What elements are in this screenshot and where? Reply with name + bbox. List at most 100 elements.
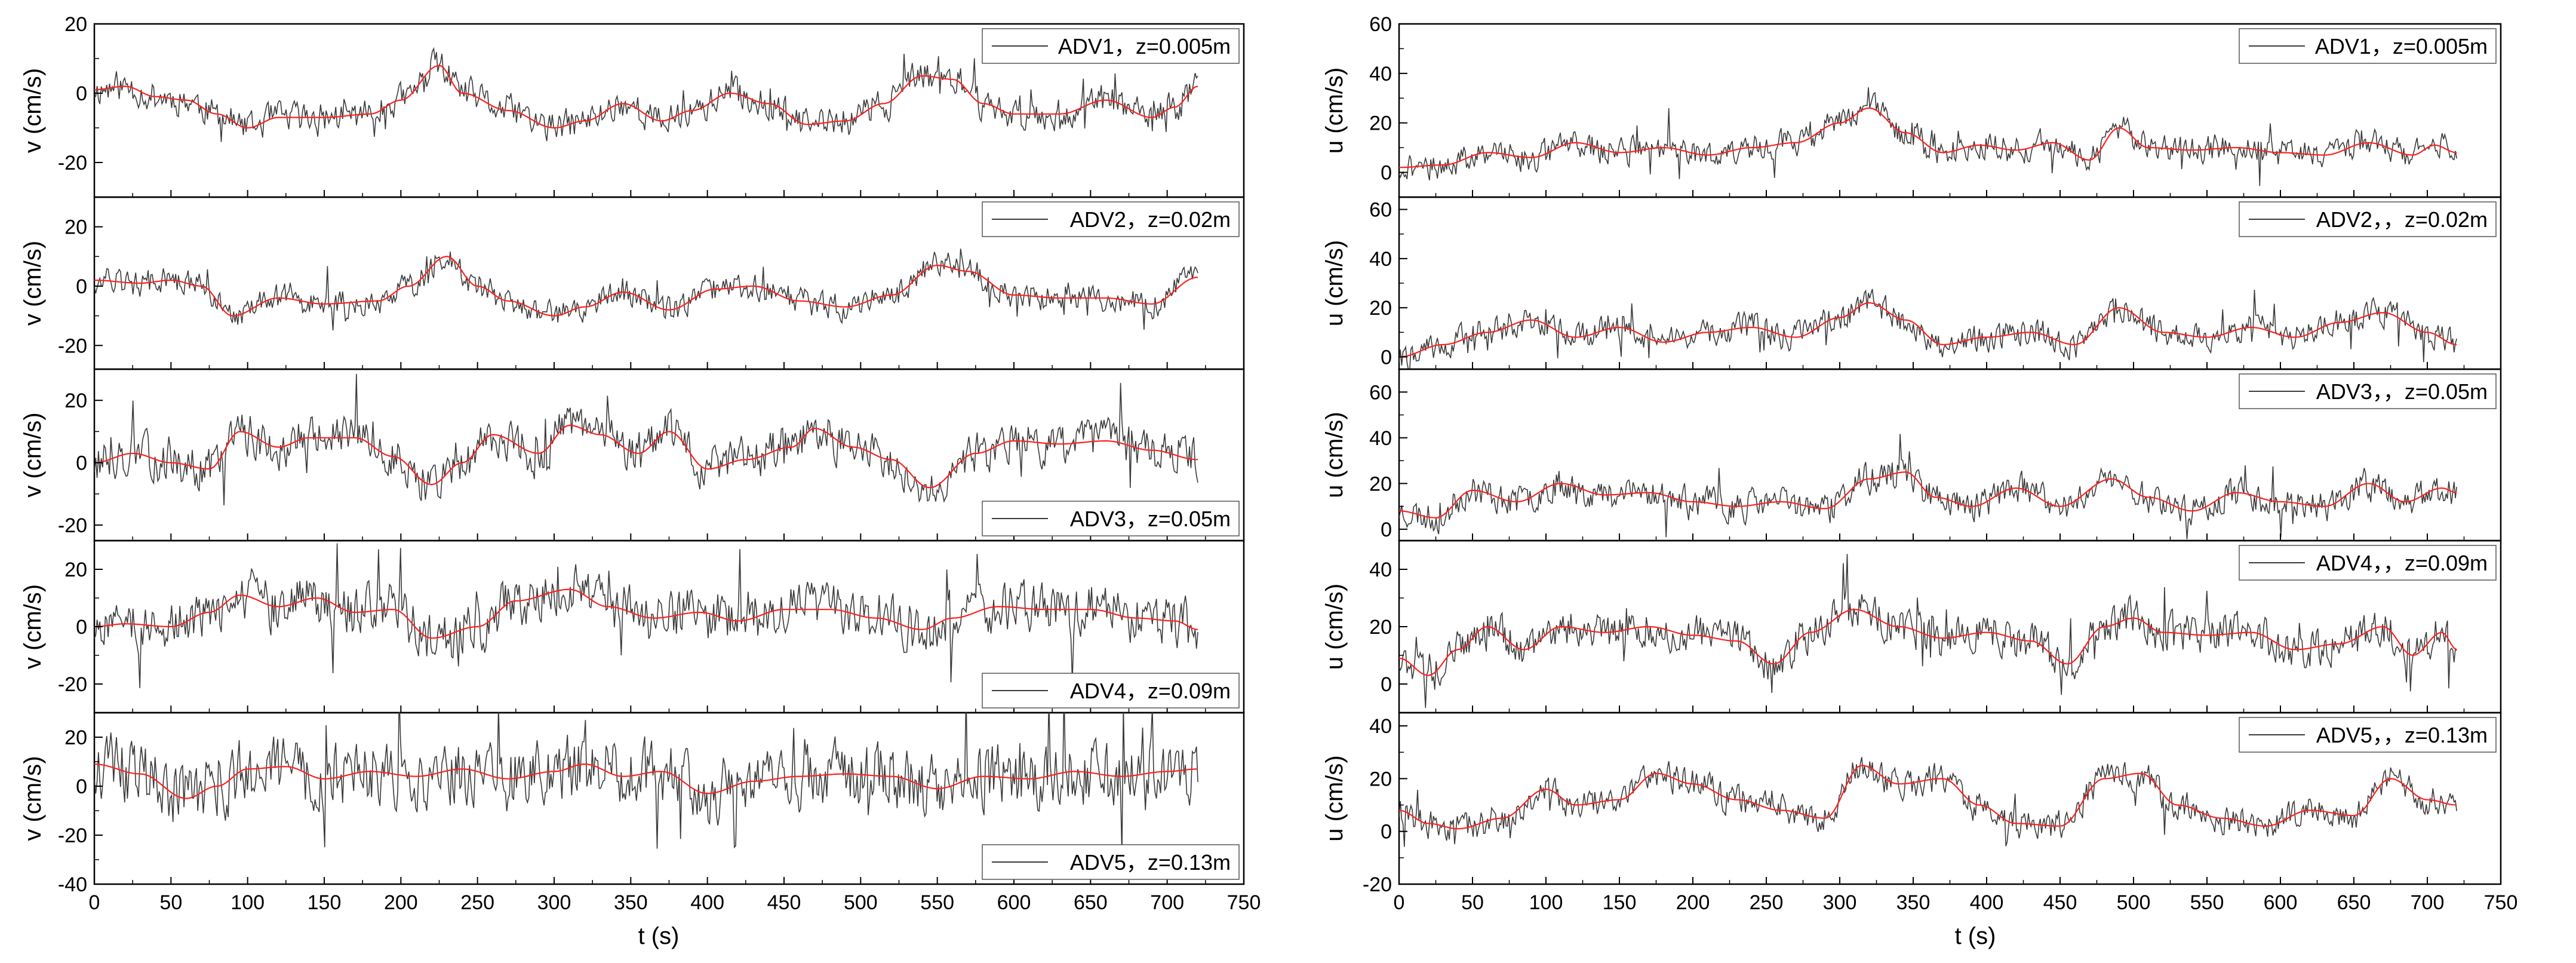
panel-left-5-xtick-label: 350 xyxy=(614,891,648,914)
panel-left-4-raw-series xyxy=(94,543,1198,688)
panel-right-4-raw-series xyxy=(1399,554,2457,709)
panel-right-3-legend-label: ADV3，，z=0.05m xyxy=(2316,379,2488,404)
panel-left-2-ytick-label: 0 xyxy=(76,275,87,298)
panel-left-3-raw-series xyxy=(94,373,1198,505)
panel-left-5-ytick-label: -20 xyxy=(58,824,87,847)
panel-left-4-smoothed-series xyxy=(94,588,1198,639)
panel-right-2-raw-series xyxy=(1399,289,2457,369)
panel-right-5-xtick-label: 450 xyxy=(2043,891,2077,914)
panel-left-5-xtick-label: 450 xyxy=(767,891,801,914)
panel-left-4-ylabel: v (cm/s) xyxy=(20,584,46,669)
panel-left-2-ytick-label: 20 xyxy=(64,216,87,239)
panel-right-4-legend-label: ADV4，，z=0.09m xyxy=(2316,551,2488,575)
panel-right-3-ytick-label: 60 xyxy=(1369,381,1392,404)
panel-right-5-xtick-label: 650 xyxy=(2337,891,2371,914)
panel-right-1-raw-series xyxy=(1399,87,2457,186)
panel-right-2-ytick-label: 0 xyxy=(1381,346,1392,369)
panel-right-5-xtick-label: 250 xyxy=(1750,891,1784,914)
panel-left-1-raw-series xyxy=(94,47,1198,142)
panel-right-4-ytick-label: 40 xyxy=(1369,559,1392,581)
panel-right-5-xtick-label: 600 xyxy=(2264,891,2298,914)
panel-right-3-smoothed-series xyxy=(1399,471,2457,519)
panel-left-3-ytick-label: 0 xyxy=(76,452,87,475)
panel-left-5-xtick-label: 400 xyxy=(690,891,724,914)
panel-right-5-ylabel: u (cm/s) xyxy=(1321,755,1348,841)
x-axis-label-right: t (s) xyxy=(1955,923,1996,949)
panel-left-5-xtick-label: 600 xyxy=(997,891,1031,914)
panel-left-2-ylabel: v (cm/s) xyxy=(20,241,46,326)
panel-right-5-xtick-label: 750 xyxy=(2484,891,2518,914)
panel-left-3-ytick-label: -20 xyxy=(58,514,87,537)
panel-left-3-smoothed-series xyxy=(94,424,1198,489)
panel-right-1-legend-label: ADV1，z=0.005m xyxy=(2315,34,2488,59)
panel-left-1-ytick-label: 20 xyxy=(64,13,87,36)
panel-right-4-ytick-label: 20 xyxy=(1369,616,1392,639)
panel-right-3-ytick-label: 20 xyxy=(1369,473,1392,495)
panel-left-4-ytick-label: 0 xyxy=(76,616,87,639)
panel-left-2-legend-label: ADV2，z=0.02m xyxy=(1070,207,1231,232)
panel-left-5-xtick-label: 550 xyxy=(920,891,954,914)
panel-right-2-ytick-label: 20 xyxy=(1369,297,1392,320)
panel-right-5-xtick-label: 150 xyxy=(1603,891,1637,914)
panel-left-3-legend-label: ADV3，z=0.05m xyxy=(1070,507,1231,531)
panel-left-5-xtick-label: 650 xyxy=(1074,891,1108,914)
panel-right-4-smoothed-series xyxy=(1399,609,2457,676)
panel-right-3-ytick-label: 40 xyxy=(1369,427,1392,450)
panel-left-1-legend-label: ADV1，z=0.005m xyxy=(1058,34,1231,59)
panel-left-5-legend-label: ADV5，z=0.13m xyxy=(1070,850,1231,875)
panel-left-5-ytick-label: -40 xyxy=(58,873,87,896)
panel-left-5-xtick-label: 0 xyxy=(89,891,100,914)
panel-right-5-xtick-label: 50 xyxy=(1461,891,1484,914)
panel-right-5-smoothed-series xyxy=(1399,765,2457,830)
panel-left-5-xtick-label: 300 xyxy=(537,891,571,914)
x-axis-label-left: t (s) xyxy=(638,923,680,949)
panel-right-2-ytick-label: 40 xyxy=(1369,248,1392,271)
panel-right-5-ytick-label: 20 xyxy=(1369,768,1392,790)
panel-right-2-ytick-label: 60 xyxy=(1369,199,1392,222)
panel-right-5-xtick-label: 700 xyxy=(2411,891,2445,914)
panel-right-5-xtick-label: 300 xyxy=(1823,891,1857,914)
panel-right-5-xtick-label: 0 xyxy=(1394,891,1405,914)
panel-left-5-smoothed-series xyxy=(94,763,1198,799)
panel-right-4-ylabel: u (cm/s) xyxy=(1321,584,1348,670)
panel-left-5-xtick-label: 100 xyxy=(230,891,265,914)
panel-right-5-raw-series xyxy=(1399,757,2457,847)
panel-right-1-ytick-label: 60 xyxy=(1369,13,1392,36)
panel-right-3-ylabel: u (cm/s) xyxy=(1321,412,1348,498)
panel-right-5-xtick-label: 400 xyxy=(1970,891,2004,914)
panel-right-5-xtick-label: 100 xyxy=(1529,891,1563,914)
panel-right-1-ylabel: u (cm/s) xyxy=(1321,68,1348,154)
panel-left-5-xtick-label: 500 xyxy=(844,891,878,914)
panel-left-5-xtick-label: 250 xyxy=(460,891,494,914)
panel-left-1-smoothed-series xyxy=(94,65,1198,129)
panel-right-3-raw-series xyxy=(1399,434,2457,539)
panel-left-1-ytick-label: 0 xyxy=(76,82,87,105)
panel-right-2-ylabel: u (cm/s) xyxy=(1321,240,1348,326)
panel-left-5-xtick-label: 750 xyxy=(1227,891,1261,914)
panel-left-4-ytick-label: -20 xyxy=(58,673,87,696)
panel-left-2-raw-series xyxy=(94,249,1198,331)
panel-left-2-ytick-label: -20 xyxy=(58,335,87,357)
panel-right-4-ytick-label: 0 xyxy=(1381,673,1392,696)
panel-right-1-smoothed-series xyxy=(1399,107,2457,168)
panel-left-3-ytick-label: 20 xyxy=(64,390,87,412)
panel-right-5-ytick-label: 0 xyxy=(1381,821,1392,844)
panel-right-1-ytick-label: 0 xyxy=(1381,162,1392,185)
panel-right-2-smoothed-series xyxy=(1399,302,2457,358)
panel-left-5-ytick-label: 20 xyxy=(64,726,87,749)
panel-right-1-ytick-label: 40 xyxy=(1369,63,1392,85)
panel-left-5-xtick-label: 50 xyxy=(159,891,182,914)
panel-left-4-ytick-label: 20 xyxy=(64,559,87,581)
panel-left-3-ylabel: v (cm/s) xyxy=(20,412,46,497)
panel-left-4-legend-label: ADV4，z=0.09m xyxy=(1070,679,1231,703)
panel-right-5-ytick-label: 40 xyxy=(1369,715,1392,738)
panel-left-5-xtick-label: 200 xyxy=(384,891,418,914)
panel-right-5-xtick-label: 350 xyxy=(1896,891,1931,914)
panel-right-5-legend-label: ADV5，，z=0.13m xyxy=(2316,723,2488,747)
panel-left-2-smoothed-series xyxy=(94,256,1198,317)
panel-right-5-xtick-label: 550 xyxy=(2190,891,2224,914)
panel-right-1-ytick-label: 20 xyxy=(1369,112,1392,135)
panel-right-5-ytick-label: -20 xyxy=(1363,873,1392,896)
panel-left-1-ylabel: v (cm/s) xyxy=(20,68,46,153)
